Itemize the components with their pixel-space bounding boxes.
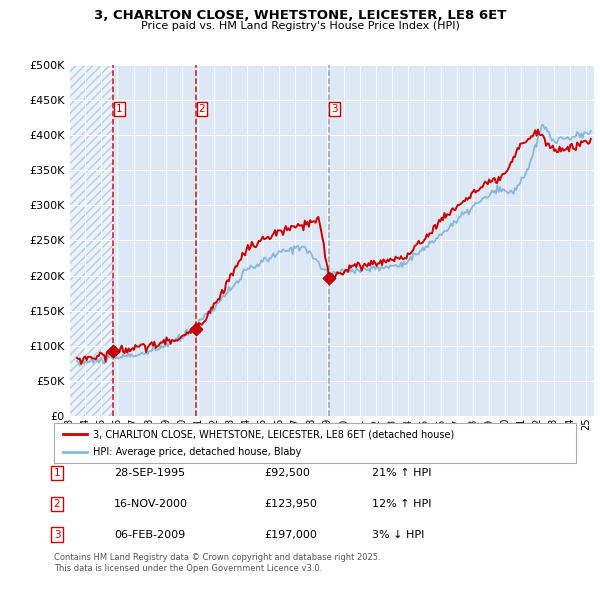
Text: 3% ↓ HPI: 3% ↓ HPI xyxy=(372,530,424,539)
Bar xyxy=(69,65,113,416)
Text: £123,950: £123,950 xyxy=(264,499,317,509)
Text: Contains HM Land Registry data © Crown copyright and database right 2025.: Contains HM Land Registry data © Crown c… xyxy=(54,553,380,562)
Point xyxy=(324,273,334,283)
Text: Price paid vs. HM Land Registry's House Price Index (HPI): Price paid vs. HM Land Registry's House … xyxy=(140,21,460,31)
Text: 16-NOV-2000: 16-NOV-2000 xyxy=(114,499,188,509)
Text: 1: 1 xyxy=(53,468,61,478)
Text: £197,000: £197,000 xyxy=(264,530,317,539)
Text: 1: 1 xyxy=(116,104,122,114)
Text: 06-FEB-2009: 06-FEB-2009 xyxy=(114,530,185,539)
Text: 2: 2 xyxy=(199,104,205,114)
Point xyxy=(191,324,201,333)
Text: 3: 3 xyxy=(331,104,338,114)
Text: HPI: Average price, detached house, Blaby: HPI: Average price, detached house, Blab… xyxy=(93,447,301,457)
Text: 3, CHARLTON CLOSE, WHETSTONE, LEICESTER, LE8 6ET: 3, CHARLTON CLOSE, WHETSTONE, LEICESTER,… xyxy=(94,9,506,22)
Text: This data is licensed under the Open Government Licence v3.0.: This data is licensed under the Open Gov… xyxy=(54,565,322,573)
Text: £92,500: £92,500 xyxy=(264,468,310,478)
Text: 3: 3 xyxy=(53,530,61,539)
Text: 3, CHARLTON CLOSE, WHETSTONE, LEICESTER, LE8 6ET (detached house): 3, CHARLTON CLOSE, WHETSTONE, LEICESTER,… xyxy=(93,430,454,440)
Text: 2: 2 xyxy=(53,499,61,509)
Point xyxy=(109,346,118,356)
Bar xyxy=(69,65,113,416)
Text: 21% ↑ HPI: 21% ↑ HPI xyxy=(372,468,431,478)
Text: 28-SEP-1995: 28-SEP-1995 xyxy=(114,468,185,478)
Text: 12% ↑ HPI: 12% ↑ HPI xyxy=(372,499,431,509)
